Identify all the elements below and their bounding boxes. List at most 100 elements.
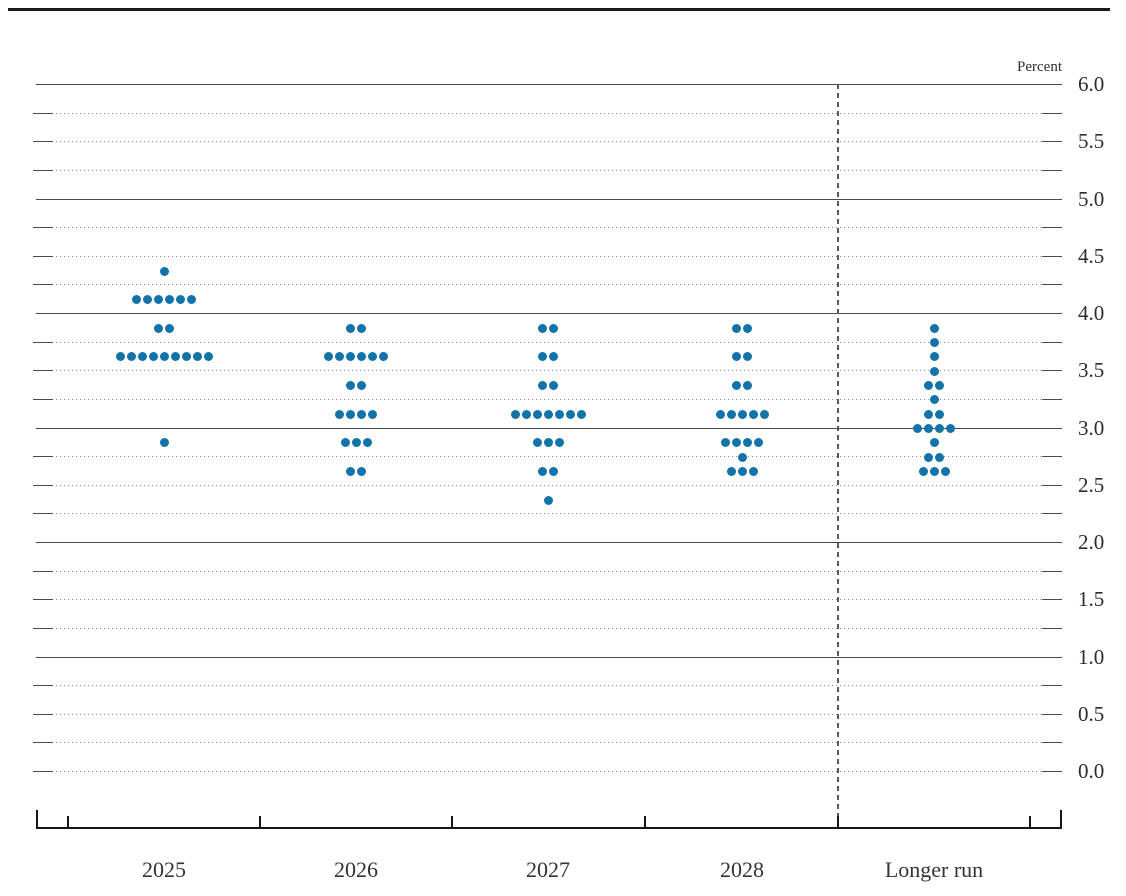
projection-dot [143, 295, 152, 305]
projection-dot [510, 409, 520, 419]
grid-tick-left [33, 599, 53, 600]
gridline-dotted [56, 284, 1042, 285]
gridline-dotted [56, 399, 1042, 400]
grid-tick-left [33, 714, 53, 715]
projection-dot [935, 381, 944, 391]
grid-tick-right [1042, 256, 1062, 257]
grid-tick-left [33, 571, 53, 572]
grid-tick-left [33, 256, 53, 257]
grid-tick-right [1042, 571, 1062, 572]
y-tick-label: 0.0 [1078, 759, 1105, 783]
projection-dot [929, 366, 939, 376]
gridline-dotted [56, 141, 1042, 142]
x-axis-tick [1029, 816, 1031, 827]
projection-dot [549, 323, 558, 333]
gridline-dotted [56, 685, 1042, 686]
gridline-solid [36, 313, 1062, 314]
y-tick-label: 5.0 [1078, 187, 1105, 211]
projection-dot [748, 466, 758, 476]
projection-dot [549, 352, 558, 362]
y-tick-label: 3.5 [1078, 358, 1105, 382]
projection-dot [532, 438, 542, 448]
projection-dot [543, 409, 553, 419]
projection-dot [154, 323, 163, 333]
projection-dot [181, 352, 191, 362]
projection-dot [368, 409, 377, 419]
projection-dot [721, 438, 730, 448]
projection-dot [918, 466, 928, 476]
projection-dot [159, 266, 169, 276]
projection-dot [335, 352, 344, 362]
projection-dot [538, 381, 547, 391]
x-axis-tick [259, 816, 261, 827]
projection-dot [346, 352, 355, 362]
y-tick-label: 4.0 [1078, 301, 1105, 325]
y-tick-label: 1.0 [1078, 645, 1105, 669]
grid-tick-right [1042, 113, 1062, 114]
grid-tick-left [33, 628, 53, 629]
projection-dot [924, 409, 933, 419]
gridline-solid [36, 542, 1062, 543]
x-axis-tick [67, 816, 69, 827]
projection-dot [159, 352, 169, 362]
gridline-dotted [56, 113, 1042, 114]
x-axis-line [36, 827, 1062, 829]
grid-tick-right [1042, 685, 1062, 686]
projection-dot [737, 452, 747, 462]
gridline-dotted [56, 256, 1042, 257]
projection-dot [115, 352, 125, 362]
category-label: 2027 [526, 857, 570, 882]
grid-tick-left [33, 485, 53, 486]
x-axis-tick [644, 816, 646, 827]
grid-tick-left [33, 456, 53, 457]
gridline-dotted [56, 742, 1042, 743]
grid-tick-right [1042, 170, 1062, 171]
grid-tick-left [33, 227, 53, 228]
grid-tick-right [1042, 141, 1062, 142]
gridline-solid [36, 84, 1062, 85]
grid-tick-left [33, 513, 53, 514]
x-axis-end-tick [36, 810, 38, 827]
projection-dot [203, 352, 213, 362]
projection-dot [913, 424, 922, 433]
gridline-solid [36, 199, 1062, 200]
grid-tick-left [33, 370, 53, 371]
projection-dot [346, 466, 355, 476]
y-axis-unit-label: Percent [1017, 59, 1062, 75]
projection-dot [929, 338, 939, 348]
projection-dot [362, 438, 372, 448]
projection-dot [165, 323, 174, 333]
grid-tick-left [33, 771, 53, 772]
projection-dot [759, 409, 769, 419]
category-label: Longer run [884, 857, 984, 882]
projection-dot [743, 438, 752, 448]
projection-dot [737, 466, 747, 476]
projection-dot [743, 381, 752, 391]
gridline-dotted [56, 370, 1042, 371]
projection-dot [929, 466, 939, 476]
projection-dot [924, 381, 933, 391]
gridline-dotted [56, 771, 1042, 772]
projection-dot [335, 409, 344, 419]
projection-dot [176, 295, 185, 305]
projection-dot [543, 495, 553, 505]
gridline-dotted [56, 485, 1042, 486]
projection-dot [357, 352, 366, 362]
grid-tick-right [1042, 456, 1062, 457]
gridline-dotted [56, 513, 1042, 514]
projection-dot [346, 381, 355, 391]
projection-dot [346, 409, 355, 419]
projection-dot [935, 409, 944, 419]
grid-tick-right [1042, 513, 1062, 514]
projection-dot [737, 409, 747, 419]
projection-dot [924, 424, 933, 433]
y-tick-label: 6.0 [1078, 72, 1105, 96]
projection-dot [726, 466, 736, 476]
projection-dot [351, 438, 361, 448]
y-tick-label: 5.5 [1078, 129, 1105, 153]
projection-dot [357, 409, 366, 419]
gridline-dotted [56, 599, 1042, 600]
grid-tick-left [33, 742, 53, 743]
grid-tick-right [1042, 370, 1062, 371]
